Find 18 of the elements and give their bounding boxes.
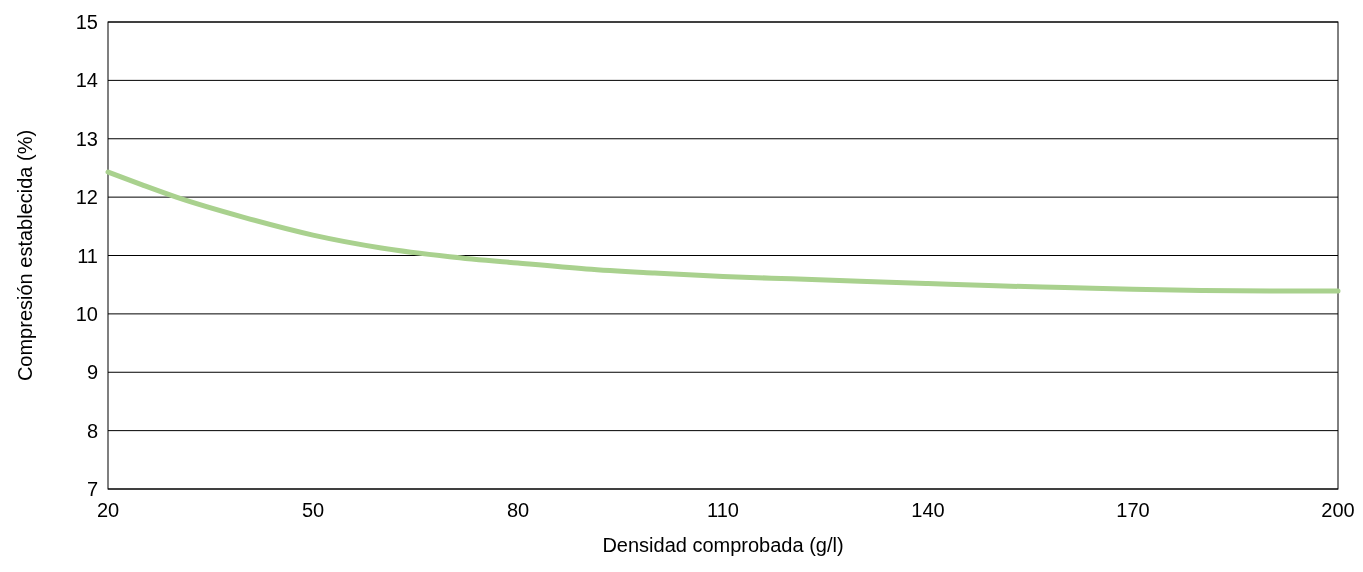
y-tick-label: 9	[86, 361, 98, 384]
x-tick-label: 80	[506, 499, 530, 521]
y-tick-label: 8	[86, 419, 98, 442]
y-tick-label: 13	[75, 127, 98, 150]
y-tick-label: 10	[75, 302, 98, 325]
y-tick-label: 7	[86, 478, 98, 500]
x-tick-label: 20	[96, 499, 120, 521]
y-tick-label: 14	[75, 69, 98, 92]
x-tick-label: 140	[911, 499, 945, 521]
y-tick-label: 15	[75, 11, 98, 33]
y-tick-label: 11	[77, 244, 98, 267]
x-tick-label: 170	[1116, 499, 1150, 521]
x-tick-label: 50	[301, 499, 325, 521]
x-tick-label: 110	[707, 499, 739, 521]
y-tick-label: 12	[75, 186, 98, 209]
x-axis-title: Densidad comprobada (g/l)	[602, 534, 844, 556]
y-axis-title: Compresión establecida (%)	[14, 129, 36, 382]
x-tick-label: 200	[1321, 499, 1355, 521]
